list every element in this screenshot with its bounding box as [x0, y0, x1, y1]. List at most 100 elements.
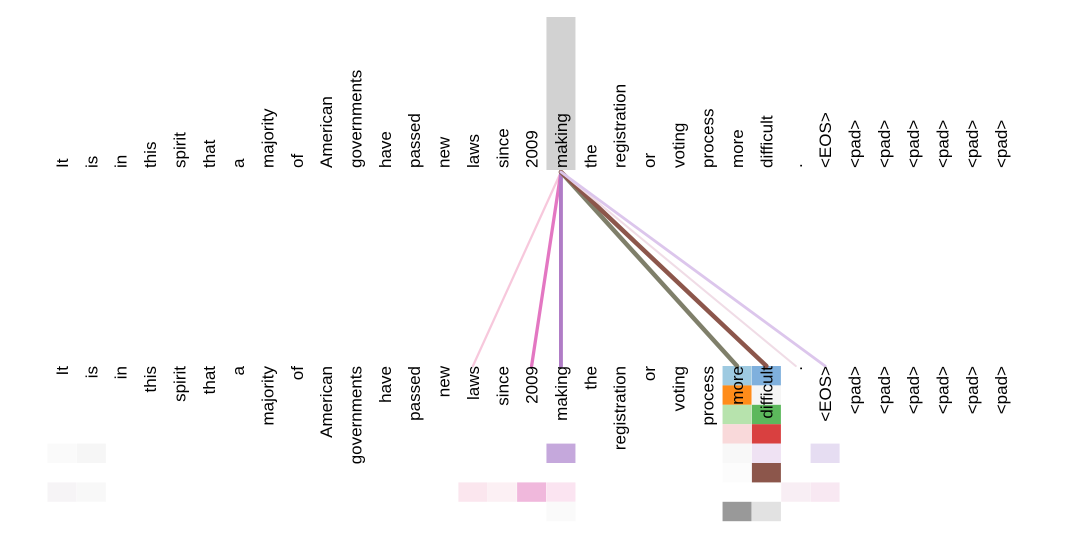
source-token[interactable]: the — [581, 144, 600, 168]
source-token[interactable]: have — [376, 131, 395, 168]
target-token[interactable]: It — [53, 366, 72, 376]
attention-cell — [722, 501, 752, 522]
source-token[interactable]: <EOS> — [816, 112, 835, 168]
target-token[interactable]: majority — [258, 366, 277, 426]
target-token[interactable]: more — [728, 366, 747, 405]
source-token[interactable]: in — [112, 155, 131, 168]
attention-cell — [781, 482, 811, 502]
attention-cell — [458, 482, 488, 502]
target-token[interactable]: have — [376, 366, 395, 403]
source-token[interactable]: American — [317, 96, 336, 168]
source-token[interactable]: <pad> — [904, 120, 923, 168]
target-token[interactable]: that — [200, 366, 219, 395]
attention-link — [559, 170, 827, 368]
target-token[interactable]: making — [552, 366, 571, 421]
target-token[interactable]: process — [699, 366, 718, 426]
target-token[interactable]: spirit — [170, 366, 189, 402]
attention-links — [471, 169, 827, 369]
attention-cell — [810, 482, 840, 502]
target-token[interactable]: difficult — [757, 366, 776, 419]
source-token[interactable]: laws — [464, 134, 483, 168]
source-token[interactable]: <pad> — [992, 120, 1011, 168]
target-token[interactable]: 2009 — [523, 366, 542, 404]
attention-cell — [47, 443, 77, 463]
attention-heatmap — [47, 366, 840, 522]
attention-cell — [76, 482, 106, 502]
attention-cell — [47, 482, 77, 502]
target-token[interactable]: governments — [347, 366, 366, 464]
target-token[interactable]: or — [640, 366, 659, 381]
attention-link — [471, 170, 563, 368]
target-token[interactable]: laws — [464, 366, 483, 400]
attention-cell — [722, 443, 752, 463]
attention-cell — [487, 482, 517, 502]
source-token[interactable]: <pad> — [934, 120, 953, 168]
attention-cell — [546, 443, 576, 463]
attention-cell — [517, 482, 547, 502]
target-token[interactable]: new — [435, 365, 454, 397]
target-token[interactable]: <pad> — [963, 366, 982, 414]
attention-cell — [751, 501, 781, 522]
attention-link — [558, 169, 769, 369]
source-token[interactable]: or — [640, 153, 659, 168]
source-token[interactable]: this — [141, 142, 160, 168]
attention-cell — [76, 443, 106, 463]
attention-cell — [751, 443, 781, 463]
attention-cell — [751, 366, 781, 386]
source-token[interactable]: <pad> — [845, 120, 864, 168]
target-token[interactable]: <pad> — [904, 366, 923, 414]
attention-cell — [546, 482, 576, 502]
target-token[interactable]: <pad> — [875, 366, 894, 414]
source-token[interactable]: new — [435, 136, 454, 168]
source-token[interactable]: process — [699, 108, 718, 168]
target-token[interactable]: <pad> — [934, 366, 953, 414]
target-token[interactable]: in — [112, 366, 131, 379]
attention-link — [558, 169, 740, 369]
source-token[interactable]: registration — [611, 84, 630, 168]
attention-cell — [546, 501, 576, 522]
source-token[interactable]: of — [288, 154, 307, 168]
source-token[interactable]: since — [493, 128, 512, 168]
source-token[interactable]: a — [229, 158, 248, 168]
attention-cell — [751, 463, 781, 483]
attention-cell — [722, 385, 752, 405]
target-token[interactable]: . — [787, 366, 806, 371]
source-token[interactable]: . — [787, 163, 806, 168]
target-token[interactable]: this — [141, 366, 160, 392]
target-token[interactable]: is — [82, 366, 101, 378]
source-token[interactable]: governments — [347, 70, 366, 168]
attention-link — [529, 170, 563, 368]
source-token[interactable]: spirit — [170, 132, 189, 168]
attention-cell — [722, 404, 752, 425]
source-token[interactable]: <pad> — [963, 120, 982, 168]
target-token[interactable]: the — [581, 366, 600, 390]
target-token[interactable]: <EOS> — [816, 366, 835, 422]
target-token[interactable]: American — [317, 366, 336, 438]
target-token[interactable]: registration — [611, 366, 630, 450]
source-token[interactable]: that — [200, 139, 219, 168]
source-token[interactable]: more — [728, 129, 747, 168]
target-token-row: It is in this spirit that a majority of American g… — [53, 365, 1011, 464]
source-token[interactable]: It — [53, 158, 72, 168]
source-token[interactable]: 2009 — [523, 130, 542, 168]
source-token[interactable]: making — [552, 113, 571, 168]
source-token[interactable]: majority — [258, 108, 277, 168]
source-token[interactable]: difficult — [757, 115, 776, 168]
source-token[interactable]: <pad> — [875, 120, 894, 168]
attention-cell — [751, 385, 781, 405]
source-token[interactable]: is — [82, 156, 101, 168]
source-token-row: It is in this spirit that a majority of American g… — [53, 70, 1011, 168]
target-token[interactable]: since — [493, 366, 512, 406]
target-token[interactable]: voting — [669, 366, 688, 411]
attention-cell — [722, 366, 752, 386]
target-token[interactable]: <pad> — [992, 366, 1011, 414]
source-token[interactable]: voting — [669, 123, 688, 168]
target-token[interactable]: passed — [405, 366, 424, 421]
selected-token-highlight[interactable] — [546, 17, 576, 170]
target-token[interactable]: <pad> — [845, 366, 864, 414]
target-token[interactable]: a — [229, 365, 248, 375]
attention-cell — [751, 404, 781, 425]
target-token[interactable]: of — [288, 366, 307, 380]
source-token[interactable]: passed — [405, 113, 424, 168]
